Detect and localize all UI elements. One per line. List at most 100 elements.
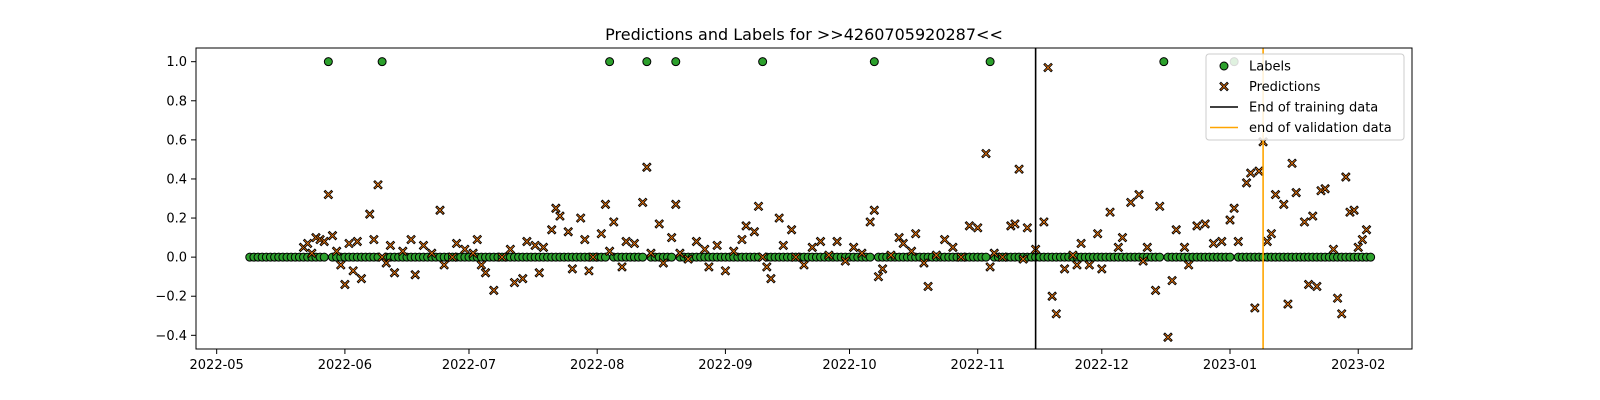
prediction-point [1216, 236, 1227, 247]
prediction-point [596, 228, 607, 239]
prediction-point [1241, 178, 1252, 188]
prediction-point [873, 271, 884, 282]
label-point [985, 57, 995, 67]
prediction-point [972, 222, 983, 233]
prediction-point [774, 213, 785, 223]
prediction-point [1022, 222, 1033, 233]
prediction-point [1270, 189, 1281, 200]
x-tick-label: 2022-12 [1075, 358, 1129, 373]
prediction-point [426, 248, 437, 259]
x-tick-label: 2022-06 [318, 358, 372, 373]
y-tick-label: 0.0 [166, 251, 187, 266]
prediction-point [720, 265, 731, 276]
prediction-point [1340, 172, 1351, 182]
label-point [319, 252, 329, 262]
prediction-point [1142, 242, 1153, 253]
prediction-point [666, 232, 677, 243]
prediction-point [530, 240, 540, 251]
y-tick-label: 0.8 [166, 94, 187, 109]
prediction-point [348, 265, 359, 276]
prediction-point [704, 262, 714, 272]
prediction-point [534, 267, 545, 278]
prediction-point [563, 226, 574, 237]
prediction-point [600, 199, 611, 210]
prediction-point [1299, 217, 1310, 227]
prediction-point [1171, 224, 1182, 235]
prediction-point [435, 205, 445, 216]
prediction-point [1233, 236, 1244, 247]
prediction-point [865, 217, 876, 227]
label-point [377, 57, 387, 67]
prediction-point [373, 179, 383, 190]
prediction-point [1005, 221, 1016, 231]
prediction-point [1154, 201, 1165, 212]
prediction-point [331, 246, 342, 257]
x-tick-label: 2023-02 [1331, 358, 1385, 373]
prediction-point [1332, 293, 1343, 304]
prediction-point [538, 242, 549, 253]
prediction-point [1316, 185, 1326, 196]
prediction-point [1010, 219, 1020, 229]
prediction-point [1059, 264, 1070, 274]
label-point [638, 252, 648, 262]
x-tick-label: 2022-11 [951, 358, 1005, 373]
prediction-point [1192, 221, 1202, 231]
x-tick-label: 2022-08 [570, 358, 624, 373]
prediction-point [364, 209, 375, 219]
prediction-point [985, 262, 995, 272]
prediction-point [488, 285, 499, 296]
legend-entry-labels: Labels [1249, 60, 1291, 75]
axes: 2022-05 2022-06 2022-07 2022-08 2022-09 2022-… [155, 55, 1385, 373]
prediction-point [790, 252, 801, 262]
prediction-point [406, 234, 416, 245]
prediction-point [1138, 256, 1148, 266]
label-point [323, 57, 333, 67]
legend-entry-training: End of training data [1249, 101, 1378, 116]
prediction-point [1039, 217, 1049, 227]
prediction-point [1307, 211, 1318, 221]
prediction-point [369, 234, 379, 245]
prediction-point [522, 236, 532, 247]
prediction-point [584, 265, 594, 276]
prediction-point [898, 238, 909, 249]
prediction-point [468, 248, 478, 259]
prediction-point [472, 234, 483, 245]
prediction-point [302, 238, 313, 249]
prediction-point [352, 236, 363, 247]
x-tick-label: 2022-10 [822, 358, 876, 373]
prediction-point [480, 267, 491, 278]
prediction-point [1328, 244, 1339, 255]
prediction-point [877, 264, 888, 274]
label-point [1159, 57, 1169, 67]
prediction-point [712, 240, 722, 251]
label-point [671, 57, 681, 67]
prediction-point [1084, 260, 1095, 270]
prediction-point [1134, 189, 1144, 200]
prediction-point [567, 264, 578, 274]
chart-title: Predictions and Labels for >>42607059202… [605, 25, 1003, 44]
prediction-point [1068, 250, 1078, 261]
prediction-point [617, 262, 627, 272]
label-point [758, 57, 768, 67]
prediction-point [956, 252, 967, 262]
prediction-point [1014, 164, 1024, 175]
prediction-point [588, 252, 598, 262]
prediction-point [1303, 279, 1314, 290]
y-tick-label: 0.4 [166, 172, 187, 187]
prediction-point [1283, 299, 1293, 309]
prediction-point [637, 197, 648, 208]
prediction-point [1105, 207, 1115, 218]
prediction-point [1291, 187, 1302, 198]
prediction-point [989, 248, 1000, 259]
prediction-point [699, 244, 710, 255]
prediction-point [857, 248, 867, 259]
prediction-point [778, 240, 789, 251]
prediction-point [997, 252, 1008, 262]
label-point [1155, 252, 1165, 262]
legend-marker-predictions [1219, 81, 1229, 92]
x-tick-label: 2023-01 [1203, 358, 1257, 373]
prediction-point [621, 236, 631, 247]
prediction-point [1361, 224, 1372, 235]
prediction-point [1043, 62, 1053, 73]
prediction-point [385, 240, 396, 251]
